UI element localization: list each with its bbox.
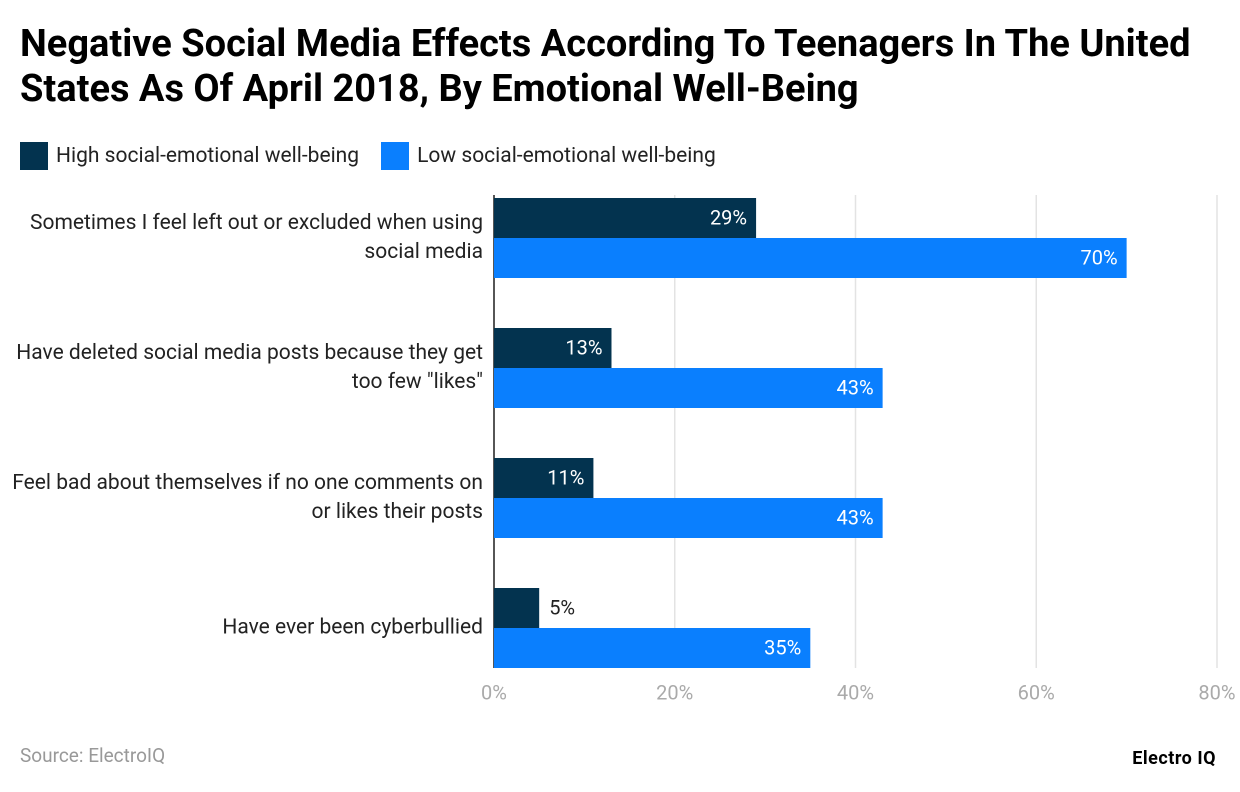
legend-label: Low social-emotional well-being	[417, 144, 716, 168]
data-label: 70%	[1080, 245, 1117, 269]
chart-title: Negative Social Media Effects According …	[20, 22, 1191, 111]
data-label: 13%	[565, 335, 602, 359]
bar	[494, 588, 540, 628]
x-tick-label: 80%	[1198, 680, 1235, 704]
bar	[494, 198, 757, 238]
data-label: 29%	[710, 205, 747, 229]
source: Source: ElectroIQ	[20, 744, 166, 767]
bar	[494, 238, 1127, 278]
x-tick-label: 40%	[837, 680, 874, 704]
legend-item: High social-emotional well-being	[20, 142, 359, 170]
bar	[494, 458, 594, 498]
legend-label: High social-emotional well-being	[56, 144, 360, 168]
logo: Electro IQ	[1132, 748, 1216, 769]
y-tick-label: Feel bad about themselves if no one comm…	[12, 471, 483, 524]
data-label: 35%	[764, 635, 801, 659]
x-tick-label: 20%	[656, 680, 693, 704]
data-label: 43%	[836, 505, 873, 529]
data-label: 5%	[549, 595, 575, 619]
y-tick-label: Sometimes I feel left out or excluded wh…	[30, 211, 483, 264]
bar	[494, 368, 883, 408]
y-tick-label: Have ever been cyberbullied	[222, 615, 483, 640]
x-tick-label: 0%	[481, 680, 507, 704]
legend-swatch	[381, 142, 410, 170]
legend: High social-emotional well-being Low soci…	[20, 142, 716, 170]
x-tick-label: 60%	[1018, 680, 1055, 704]
bar	[494, 628, 811, 668]
data-label: 11%	[547, 465, 584, 489]
bar	[494, 498, 883, 538]
data-label: 43%	[836, 375, 873, 399]
legend-item: Low social-emotional well-being	[381, 142, 716, 170]
legend-swatch	[20, 142, 48, 170]
y-tick-label: Have deleted social media posts because …	[16, 341, 483, 394]
bar	[494, 328, 612, 368]
